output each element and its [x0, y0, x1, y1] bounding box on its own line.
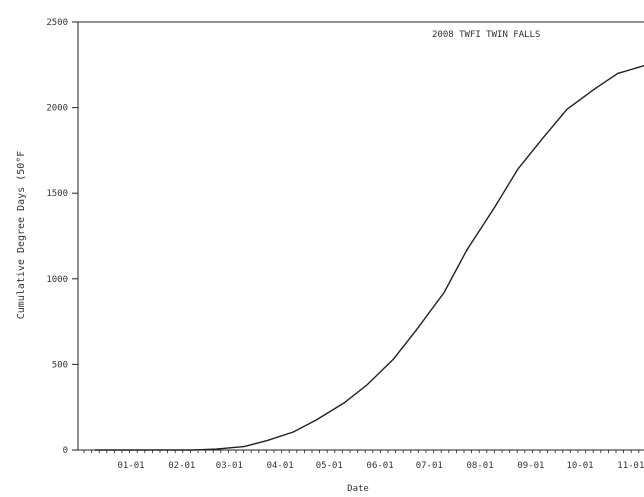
x-tick-label: 02-01	[168, 461, 195, 471]
data-point	[192, 449, 194, 451]
data-point	[466, 249, 468, 251]
y-tick-label: 1500	[46, 189, 68, 199]
data-point	[343, 402, 345, 404]
data-point	[94, 449, 96, 451]
x-tick-label: 06-01	[367, 461, 394, 471]
data-point	[266, 439, 268, 442]
data-point	[292, 431, 294, 433]
x-tick-label: 03-01	[216, 461, 243, 471]
data-point	[392, 358, 394, 360]
data-point	[543, 136, 545, 138]
x-tick-label: 05-01	[316, 461, 343, 471]
y-tick-label: 500	[52, 360, 68, 370]
data-point	[243, 445, 245, 448]
y-tick-label: 2000	[46, 104, 68, 114]
x-tick-label: 01-01	[117, 461, 144, 471]
x-tick-label: 08-01	[467, 461, 494, 471]
data-point	[215, 448, 217, 450]
y-axis-label: Cumulative Degree Days (50°F	[16, 151, 27, 320]
data-point	[415, 329, 417, 331]
data-point	[366, 384, 368, 386]
data-point	[443, 291, 445, 294]
plot-area: 0 500 1000 1500 2000 2500 01-01 02-01 03-01 04-01…	[46, 18, 644, 471]
data-point	[517, 168, 519, 170]
x-axis-label: Date	[347, 484, 369, 494]
data-point	[494, 206, 496, 208]
y-tick-label: 1000	[46, 275, 68, 285]
data-point	[566, 108, 568, 110]
x-tick-label: 11-01	[617, 461, 644, 471]
x-tick-label: 04-01	[267, 461, 294, 471]
data-point	[145, 449, 147, 451]
x-tick-label: 10-01	[566, 461, 593, 471]
chart-title: 2008 TWFI TWIN FALLS	[432, 30, 540, 40]
x-tick-label: 09-01	[517, 461, 544, 471]
data-point	[594, 88, 596, 90]
y-tick-label: 0	[63, 446, 68, 456]
data-point	[617, 72, 619, 74]
data-point	[315, 419, 317, 421]
x-tick-label: 07-01	[416, 461, 443, 471]
y-tick-label: 2500	[46, 18, 68, 28]
